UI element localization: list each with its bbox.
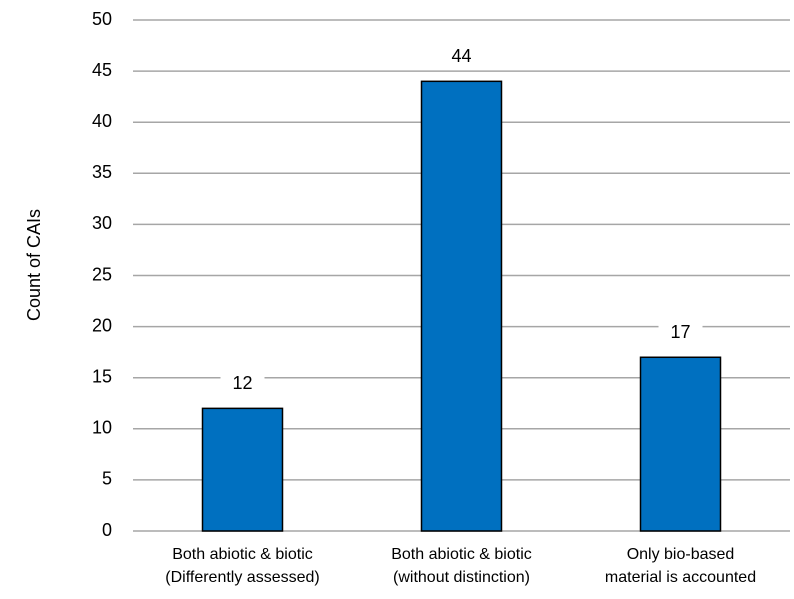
x-tick-label-line: Both abiotic & biotic <box>391 546 532 563</box>
y-tick-label: 30 <box>92 213 112 233</box>
y-tick-label: 20 <box>92 315 112 335</box>
y-tick-label: 25 <box>92 264 112 284</box>
value-label: 17 <box>670 322 690 342</box>
x-tick-label-line: Both abiotic & biotic <box>172 546 313 563</box>
value-label-bg <box>439 45 484 70</box>
y-tick-label: 0 <box>102 520 112 540</box>
y-tick-label: 40 <box>92 111 112 131</box>
y-tick-label: 15 <box>92 366 112 386</box>
y-tick-label: 50 <box>92 9 112 29</box>
x-tick-label: Both abiotic & biotic (without distinctio… <box>391 546 532 586</box>
bar <box>201 407 284 532</box>
value-label-bg <box>658 321 703 346</box>
x-tick-label-line: Only bio-based <box>627 546 735 563</box>
y-tick-label: 35 <box>92 162 112 182</box>
y-tick-label: 10 <box>92 418 112 438</box>
x-tick-label-line: (without distinction) <box>393 569 530 586</box>
value-label: 12 <box>232 373 252 393</box>
y-tick-label: 45 <box>92 60 112 80</box>
x-tick-label: Both abiotic & biotic (Differently assess… <box>165 546 319 586</box>
x-tick-label-line: (Differently assessed) <box>165 569 319 586</box>
value-label-bg <box>220 372 265 397</box>
y-axis-label: Count of CAIs <box>24 209 44 321</box>
x-tick-label-line: material is accounted <box>605 569 756 586</box>
bar <box>639 356 722 532</box>
y-tick-label: 5 <box>102 469 112 489</box>
x-tick-label: Only bio-based material is accounted <box>605 546 756 586</box>
bar <box>420 80 503 532</box>
value-label: 44 <box>451 46 471 66</box>
